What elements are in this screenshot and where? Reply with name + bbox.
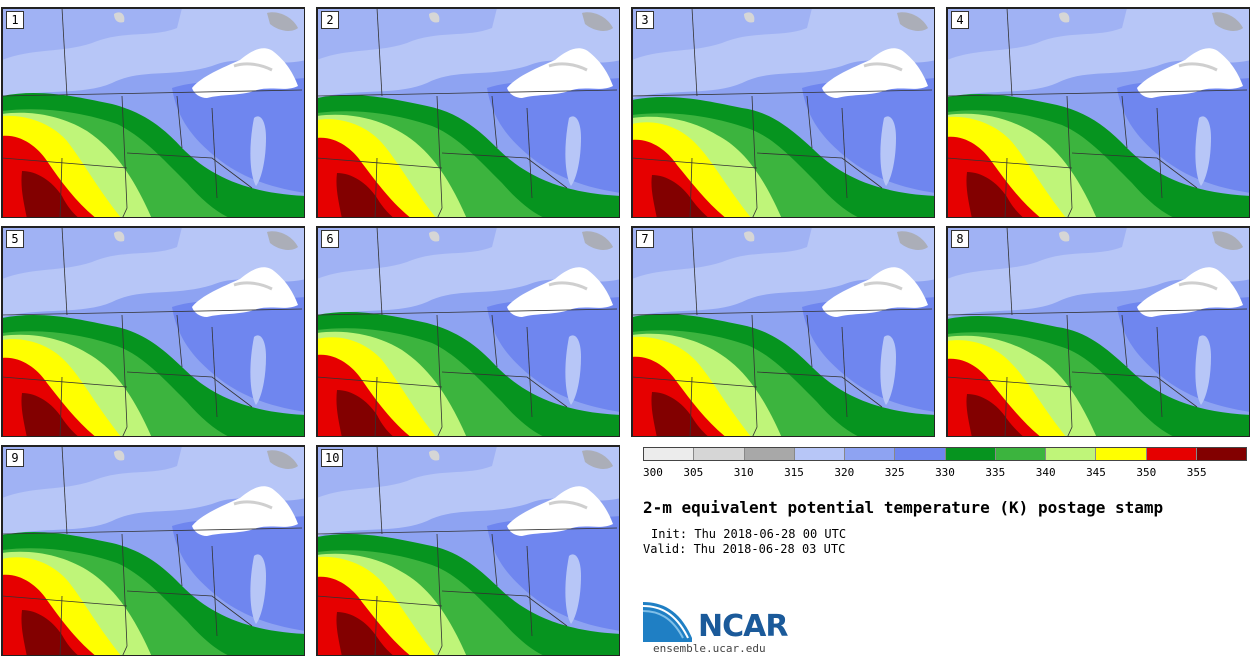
colorbar-segment	[694, 448, 745, 460]
colorbar-tick-label: 300	[643, 466, 663, 479]
colorbar-segment	[1096, 448, 1147, 460]
member-label: 5	[6, 230, 24, 248]
colorbar-tick-label: 350	[1136, 466, 1157, 479]
colorbar-ticks: 300 305 310 315 320 325 330 335 340 345 350 355	[643, 466, 1247, 482]
colorbar-segment	[1146, 448, 1197, 460]
figure-title: 2-m equivalent potential temperature (K)…	[643, 498, 1164, 517]
ensemble-member-map: 5	[1, 226, 305, 437]
colorbar-segment	[895, 448, 946, 460]
logo-url: ensemble.ucar.edu	[653, 642, 766, 655]
colorbar-tick-label: 345	[1086, 466, 1106, 479]
member-label: 7	[636, 230, 654, 248]
ensemble-member-map: 6	[316, 226, 620, 437]
colorbar-segment	[644, 448, 695, 460]
ensemble-member-map: 7	[631, 226, 935, 437]
ensemble-member-map: 2	[316, 7, 620, 218]
colorbar-segment	[794, 448, 845, 460]
valid-time: Valid: Thu 2018-06-28 03 UTC	[643, 542, 846, 556]
member-label: 10	[321, 449, 344, 467]
ncar-logo-icon	[642, 602, 692, 642]
member-label: 3	[636, 11, 654, 29]
member-label: 2	[321, 11, 339, 29]
colorbar-tick-label: 340	[1035, 466, 1056, 479]
colorbar-tick-label: 320	[834, 466, 855, 479]
colorbar-segment	[1046, 448, 1097, 460]
colorbar-segment	[1196, 448, 1246, 460]
ncar-logo: NCAR ensemble.ucar.edu	[642, 600, 802, 656]
member-label: 8	[951, 230, 969, 248]
ensemble-member-map: 3	[631, 7, 935, 218]
ensemble-member-map: 1	[1, 7, 305, 218]
colorbar-segment	[945, 448, 996, 460]
member-label: 6	[321, 230, 339, 248]
colorbar-tick-label: 335	[985, 466, 1006, 479]
colorbar-tick-label: 305	[683, 466, 704, 479]
logo-wordmark: NCAR	[698, 609, 788, 644]
ensemble-member-map: 4	[946, 7, 1250, 218]
member-label: 4	[951, 11, 969, 29]
member-label: 9	[6, 449, 24, 467]
colorbar-tick-label: 325	[884, 466, 905, 479]
colorbar	[643, 447, 1247, 461]
colorbar-segment	[995, 448, 1046, 460]
member-label: 1	[6, 11, 24, 29]
ensemble-member-map: 10	[316, 445, 620, 656]
colorbar-tick-label: 355	[1186, 466, 1207, 479]
colorbar-tick-label: 310	[733, 466, 754, 479]
colorbar-segment	[744, 448, 795, 460]
colorbar-tick-label: 315	[784, 466, 804, 479]
colorbar-tick-label: 330	[935, 466, 955, 479]
ensemble-member-map: 9	[1, 445, 305, 656]
init-time: Init: Thu 2018-06-28 00 UTC	[651, 527, 847, 541]
colorbar-segment	[845, 448, 896, 460]
ensemble-member-map: 8	[946, 226, 1250, 437]
